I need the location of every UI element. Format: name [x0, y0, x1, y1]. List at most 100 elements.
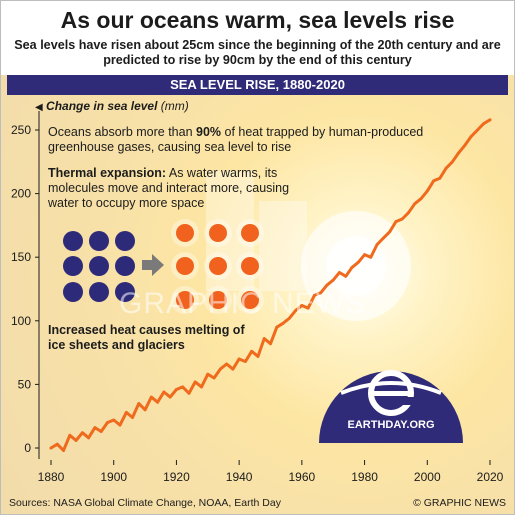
data-point [200, 385, 203, 389]
data-point [225, 362, 229, 366]
y-axis-label: ◀ Change in sea level (mm) [35, 99, 189, 113]
data-point [457, 151, 461, 155]
cool-water-molecules [63, 231, 135, 302]
data-point [99, 430, 103, 433]
earthday-logo-text: EARTHDAY.ORG [347, 419, 435, 431]
earthday-logo-e-bar [371, 391, 411, 396]
molecule-cool [89, 256, 109, 276]
data-point [143, 408, 147, 412]
molecule-warm [241, 224, 259, 242]
data-point [218, 367, 222, 371]
y-tick-label: 100 [11, 314, 31, 328]
data-point [325, 283, 329, 287]
molecule-warm [176, 291, 194, 309]
data-point [149, 395, 153, 399]
left-arrow-icon: ◀ [35, 102, 43, 113]
molecule-cool [115, 231, 135, 251]
data-point [294, 309, 297, 313]
data-point [306, 306, 310, 310]
molecule-warm [241, 291, 259, 309]
annotation-oceans-pre: Oceans absorb more than [48, 125, 196, 139]
x-tick-label: 1900 [100, 470, 127, 484]
copyright-note: © GRAPHIC NEWS [413, 497, 506, 509]
annotation-oceans: Oceans absorb more than 90% of heat trap… [48, 125, 448, 155]
data-point [344, 274, 348, 278]
data-point [444, 166, 448, 170]
x-tick-label: 1960 [289, 470, 316, 484]
data-point [300, 304, 304, 307]
annotation-oceans-post: of heat trapped by human-produced greenh… [48, 125, 424, 154]
y-tick-label: 200 [11, 187, 31, 201]
data-point [193, 380, 197, 384]
data-point [87, 436, 91, 440]
data-point [375, 243, 379, 246]
data-point [476, 128, 479, 132]
series-layer [49, 118, 492, 452]
y-tick-label: 150 [11, 250, 31, 264]
data-point [388, 230, 392, 234]
earthday-logo [319, 370, 463, 443]
annotation-thermal-body: As water warms, its molecules move and i… [48, 166, 290, 210]
data-point [369, 255, 373, 259]
page-title: As our oceans warm, sea levels rise [60, 7, 455, 33]
data-point [287, 316, 291, 320]
data-point [275, 325, 279, 329]
y-tick-label: 250 [11, 123, 31, 137]
data-point [55, 442, 59, 446]
data-point [156, 400, 160, 404]
x-tick-label: 2000 [414, 470, 441, 484]
data-point [237, 357, 241, 361]
x-axis: 1880 1900 1920 1940 1960 1980 2000 2020 [38, 460, 504, 484]
warm-water-molecules [171, 219, 264, 314]
molecule-warm [176, 224, 194, 242]
data-point [319, 291, 323, 295]
data-point [112, 418, 116, 422]
data-point [175, 388, 178, 391]
data-point [231, 367, 235, 371]
x-tick-label: 1940 [226, 470, 253, 484]
data-point [131, 416, 134, 419]
earthday-logo-swoosh [340, 381, 442, 395]
data-point [469, 134, 473, 138]
data-point [407, 211, 410, 215]
data-point [281, 321, 285, 325]
y-tick-label: 50 [18, 377, 32, 391]
annotation-ice: Increased heat causes melting of ice she… [48, 323, 245, 352]
data-point [181, 385, 185, 389]
molecule-cool [63, 231, 83, 251]
data-point [425, 189, 429, 193]
data-point [49, 446, 53, 450]
data-point [74, 438, 78, 442]
data-point [106, 421, 109, 424]
molecule-cool [115, 256, 135, 276]
data-point [482, 122, 486, 126]
data-point [187, 391, 191, 395]
annotation-oceans-pct: 90% [196, 125, 222, 139]
data-point [419, 197, 423, 201]
data-point [80, 431, 84, 435]
annotation-thermal: Thermal expansion: As water warms, its m… [48, 166, 308, 211]
data-point [62, 449, 65, 452]
data-point [93, 426, 97, 430]
page-subtitle: Sea levels have risen about 25cm since t… [14, 38, 501, 67]
x-tick-label: 1880 [38, 470, 65, 484]
molecule-warm [176, 257, 194, 275]
x-tick-label: 1920 [163, 470, 190, 484]
molecule-warm [209, 257, 227, 275]
data-point [463, 143, 467, 147]
data-point [338, 271, 341, 274]
data-point [68, 433, 72, 437]
data-point [432, 179, 435, 183]
chart-title-bar: SEA LEVEL RISE, 1880-2020 [7, 75, 508, 95]
data-point [413, 202, 417, 206]
data-point [256, 355, 260, 358]
earthday-logo-e-gap [396, 397, 418, 405]
arrow-right-icon [142, 254, 164, 276]
data-point [331, 278, 335, 282]
molecule-cool [89, 282, 109, 302]
data-point [244, 360, 247, 363]
data-point [313, 293, 316, 297]
data-point [363, 253, 366, 257]
watermark-text: GRAPHIC NEWS [119, 287, 367, 320]
